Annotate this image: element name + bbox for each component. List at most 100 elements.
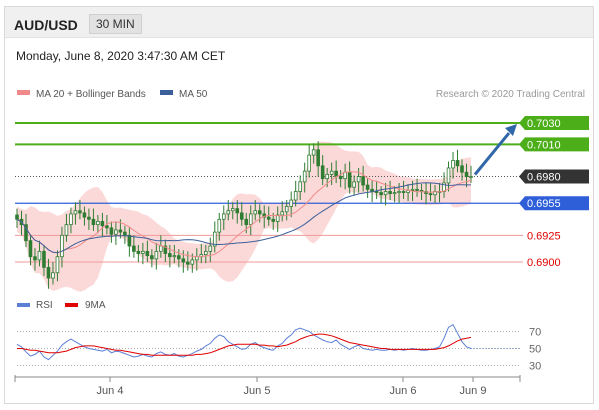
- candle-body: [136, 250, 141, 254]
- candle-body: [451, 160, 455, 169]
- candle-body: [100, 221, 105, 227]
- x-tick-label: Jun 5: [244, 385, 271, 397]
- price-plot: [15, 122, 523, 292]
- target-arrow-head: [505, 124, 517, 137]
- legend-rsi-ma: 9MA: [85, 300, 106, 311]
- candle-body: [307, 154, 311, 172]
- rsi-tick-70: 70: [529, 327, 541, 339]
- candle-body: [266, 216, 271, 220]
- candle-body: [172, 255, 177, 258]
- candle-body: [311, 149, 316, 156]
- rsi-ma-legend-swatch: [65, 303, 78, 307]
- candle-body: [392, 192, 397, 195]
- candle-body: [329, 170, 334, 175]
- candle-body: [383, 191, 388, 196]
- candle-body: [105, 225, 109, 229]
- x-tick-label: Jun 6: [390, 385, 417, 397]
- header-bar: AUD/USD 30 MIN: [5, 7, 593, 38]
- candle-body: [181, 258, 186, 263]
- candle-body: [96, 221, 100, 226]
- candle-body: [410, 188, 415, 191]
- candle-body: [239, 212, 244, 220]
- rsi-plot: 70 50 30: [16, 324, 541, 373]
- level-label: 0.6955: [527, 198, 561, 210]
- candle-body: [415, 188, 419, 191]
- copyright-text: Research © 2020 Trading Central: [436, 89, 585, 100]
- candle-body: [141, 250, 145, 254]
- candle-body: [177, 255, 181, 260]
- target-arrow-shaft: [473, 132, 511, 176]
- timeframe-badge[interactable]: 30 MIN: [89, 14, 142, 34]
- candle-body: [460, 165, 464, 173]
- candle-body: [37, 250, 42, 261]
- ma50-line: [16, 182, 471, 254]
- candle-body: [446, 167, 451, 184]
- x-tick-label: Jun 4: [97, 385, 124, 397]
- legend-ma50: MA 50: [179, 89, 208, 100]
- level-label: 0.7010: [527, 139, 561, 151]
- candle-body: [87, 216, 91, 220]
- rsi-legend-swatch: [17, 303, 30, 307]
- candle-body: [46, 267, 51, 279]
- candle-body: [284, 206, 289, 213]
- candle-body: [159, 245, 163, 252]
- candle-body: [186, 261, 190, 265]
- ma20-legend-swatch: [17, 90, 30, 95]
- candle-body: [244, 218, 249, 226]
- candle-body: [150, 255, 154, 260]
- candle-body: [230, 208, 235, 212]
- candle-body: [298, 181, 302, 192]
- candle-body: [132, 245, 136, 252]
- candle-body: [401, 191, 406, 193]
- candle-body: [365, 184, 370, 190]
- candle-body: [469, 176, 473, 178]
- level-label: 0.6900: [527, 257, 561, 269]
- rsi-series-9MA: [17, 333, 472, 356]
- candle-body: [302, 170, 307, 183]
- candle-body: [154, 250, 159, 260]
- candle-body: [24, 224, 28, 242]
- candle-body: [235, 208, 240, 214]
- candle-body: [253, 210, 258, 215]
- candle-body: [15, 214, 19, 220]
- candle-body: [190, 259, 195, 265]
- rsi-series-RSI: [16, 324, 472, 361]
- candle-body: [374, 191, 379, 193]
- candle-body: [379, 192, 383, 196]
- candle-body: [60, 234, 64, 258]
- legend-ma20: MA 20 + Bollinger Bands: [36, 89, 146, 100]
- candle-body: [73, 210, 78, 215]
- candle-body: [325, 173, 329, 180]
- candle-body: [82, 212, 87, 218]
- candle-body: [320, 165, 325, 180]
- candle-body: [123, 231, 127, 236]
- level-label-box: [519, 116, 589, 131]
- candle-body: [208, 245, 213, 252]
- candle-body: [42, 250, 46, 268]
- x-tick-label: Jun 9: [460, 385, 487, 397]
- candle-body: [145, 250, 150, 257]
- candle-body: [316, 149, 320, 167]
- candle-body: [280, 211, 285, 216]
- level-label-box: [519, 137, 589, 152]
- price-chart: MA 20 + Bollinger Bands MA 50 Research ©…: [14, 89, 589, 397]
- candle-body: [338, 176, 343, 180]
- candle-body: [212, 231, 217, 247]
- candle-body: [28, 240, 33, 258]
- candle-body: [388, 191, 392, 195]
- candle-body: [55, 256, 60, 274]
- candle-body: [226, 210, 231, 215]
- chart-datetime: Monday, June 8, 2020 3:47:30 AM CET: [16, 49, 226, 63]
- level-label-box: [519, 169, 589, 184]
- candle-body: [33, 256, 37, 261]
- level-labels: 0.7030 0.7010 0.6980 0.6955 0.6925 0.6900: [519, 116, 589, 269]
- candle-body: [464, 171, 469, 177]
- level-label-box: [519, 196, 589, 211]
- x-axis-ticks: Jun 4 Jun 5 Jun 6 Jun 9: [14, 375, 521, 397]
- candle-body: [78, 210, 82, 214]
- candle-body: [69, 213, 73, 226]
- candle-body: [217, 218, 222, 233]
- candle-body: [262, 213, 267, 218]
- ma50-legend-swatch: [160, 90, 173, 95]
- candle-body: [248, 213, 253, 226]
